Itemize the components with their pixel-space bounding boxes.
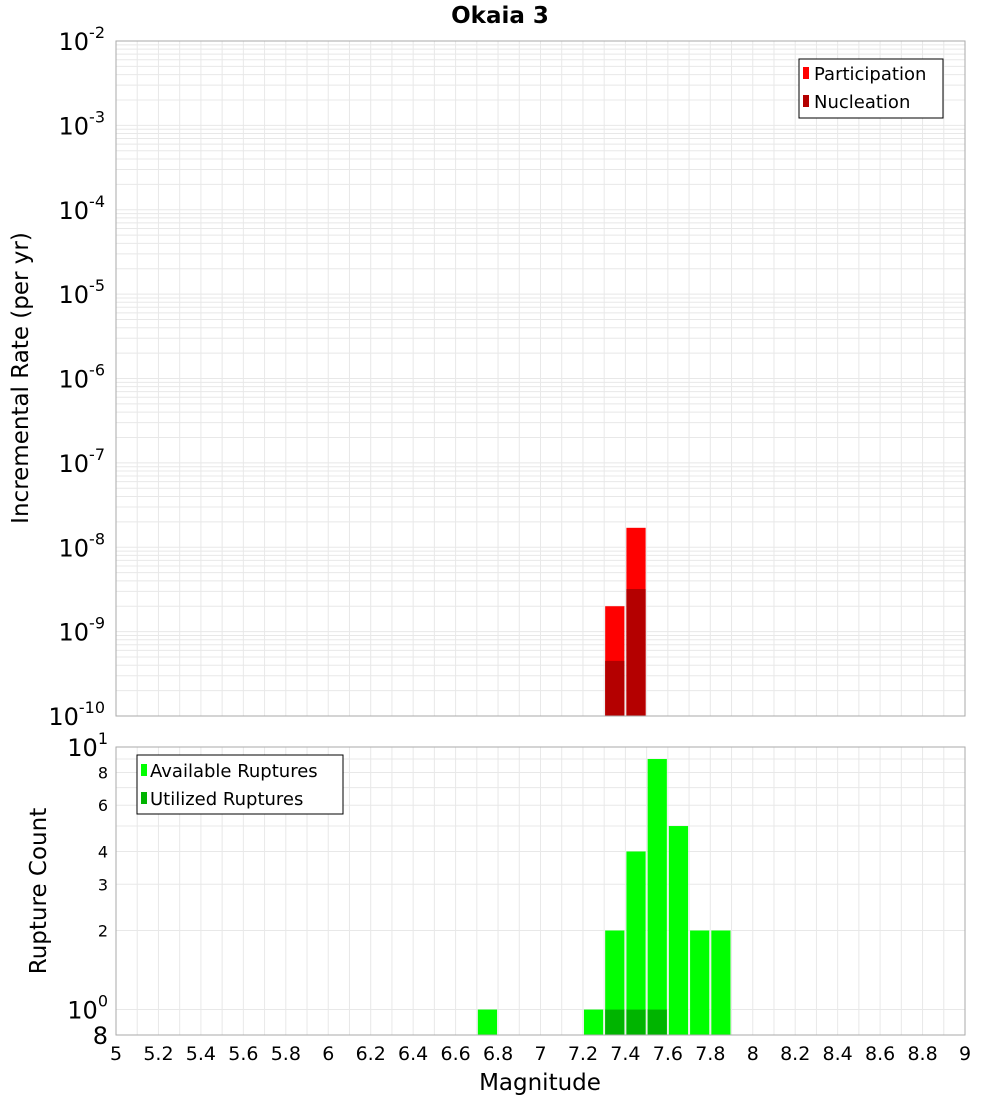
- rate-y-tick-label: 10-9: [59, 614, 106, 647]
- rate-y-ticks: 10-2 10-3 10-4 10-5 10-6 10-7 10-8 10-9 10-10: [48, 23, 105, 731]
- magnitude-x-tick-label: 7.2: [568, 1043, 598, 1065]
- count-bar-available-ruptures: [711, 930, 731, 1035]
- magnitude-x-tick-label: 8: [747, 1043, 759, 1065]
- participation-legend-swatch: [803, 67, 809, 79]
- magnitude-x-tick-label: 6.2: [356, 1043, 386, 1065]
- count-y-tick-label: 4: [98, 842, 108, 861]
- count-bars: [477, 759, 731, 1035]
- count-legend-box: [136, 754, 344, 815]
- magnitude-x-tick-label: 5: [110, 1043, 122, 1065]
- magnitude-x-tick-label: 8.8: [907, 1043, 937, 1065]
- rate-y-tick-label: 10-8: [59, 529, 106, 562]
- participation-legend-label: Participation: [814, 64, 926, 85]
- rate-y-tick-label: 10-5: [59, 276, 106, 309]
- count-bar-utilized-ruptures: [647, 1009, 667, 1035]
- rate-legend-box: [798, 58, 944, 119]
- rate-y-tick-label: 10-3: [59, 107, 106, 140]
- count-y-tick-label: 100: [67, 992, 108, 1025]
- magnitude-x-tick-label: 6.6: [440, 1043, 470, 1065]
- magnitude-x-tick-label: 7.4: [610, 1043, 640, 1065]
- count-y-tick-label: 3: [98, 875, 108, 894]
- rate-y-axis-label: Incremental Rate (per yr): [8, 232, 34, 524]
- available-legend-label: Available Ruptures: [150, 761, 318, 782]
- count-y-tick-label: 2: [98, 922, 108, 941]
- magnitude-x-tick-label: 5.8: [271, 1043, 301, 1065]
- rate-y-tick-label: 10-10: [48, 698, 105, 731]
- magnitude-x-tick-label: 9: [959, 1043, 971, 1065]
- rate-plot-frame: [115, 40, 966, 717]
- rate-legend: Participation Nucleation: [798, 58, 944, 119]
- magnitude-x-tick-label: 8.2: [780, 1043, 810, 1065]
- magnitude-x-tick-label: 5.4: [186, 1043, 216, 1065]
- count-bar-available-ruptures: [477, 1009, 498, 1035]
- count-bar-available-ruptures: [626, 851, 646, 1035]
- count-bar-utilized-ruptures: [626, 1009, 646, 1035]
- rate-y-tick-label: 10-4: [59, 192, 106, 225]
- magnitude-x-tick-label: 7.8: [695, 1043, 725, 1065]
- chart-title: Okaia 3: [451, 3, 549, 29]
- rate-gridlines: [116, 41, 965, 717]
- magnitude-x-tick-label: 5.6: [228, 1043, 258, 1065]
- utilized-legend-swatch: [141, 792, 147, 804]
- magnitude-x-tick-label: 6: [322, 1043, 334, 1065]
- magnitude-x-tick-label: 7.6: [653, 1043, 683, 1065]
- count-plot-frame: [115, 746, 966, 1036]
- count-bar-utilized-ruptures: [605, 1009, 625, 1035]
- magnitude-x-ticks: 5 5.2 5.4 5.6 5.8 6 6.2 6.4 6.6 6.8 7 7.2 7.4 7.6 7.8 8…: [110, 1043, 971, 1065]
- available-legend-swatch: [141, 764, 147, 776]
- rate-y-tick-label: 10-7: [59, 445, 106, 478]
- rate-bar-nucleation: [626, 589, 646, 716]
- nucleation-legend-label: Nucleation: [814, 92, 910, 113]
- count-y-tick-label: 6: [98, 796, 108, 815]
- rate-panel: 10-2 10-3 10-4 10-5 10-6 10-7 10-8 10-9 10-10 In…: [8, 23, 966, 731]
- magnitude-x-tick-label: 8.6: [865, 1043, 895, 1065]
- magnitude-x-tick-label: 5.2: [143, 1043, 173, 1065]
- count-legend: Available Ruptures Utilized Ruptures: [136, 754, 344, 815]
- count-y-tick-label: 8: [98, 763, 108, 782]
- magnitude-x-tick-label: 7: [534, 1043, 546, 1065]
- nucleation-legend-swatch: [803, 95, 809, 107]
- rate-y-tick-label: 10-6: [59, 361, 106, 394]
- count-bar-available-ruptures: [690, 930, 710, 1035]
- count-bar-available-ruptures: [668, 826, 689, 1035]
- count-bar-available-ruptures: [647, 759, 667, 1035]
- utilized-legend-label: Utilized Ruptures: [150, 789, 303, 810]
- count-y-axis-label: Rupture Count: [26, 808, 52, 974]
- rate-bars: [605, 527, 646, 716]
- rate-bar-nucleation: [605, 660, 625, 716]
- count-y-tick-label: 101: [67, 729, 108, 762]
- count-y-tick-label: 8: [93, 1022, 108, 1050]
- magnitude-x-tick-label: 6.4: [398, 1043, 428, 1065]
- magnitude-x-tick-label: 8.4: [823, 1043, 853, 1065]
- magnitude-x-axis-label: Magnitude: [479, 1070, 601, 1096]
- magnitude-x-tick-label: 6.8: [483, 1043, 513, 1065]
- count-bar-available-ruptures: [583, 1009, 604, 1035]
- rate-y-tick-label: 10-2: [59, 23, 106, 56]
- count-bar-available-ruptures: [605, 930, 625, 1035]
